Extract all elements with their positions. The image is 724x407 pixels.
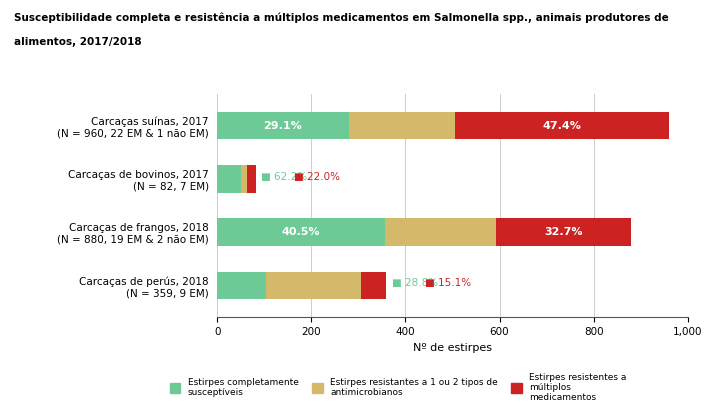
Text: ■ 62.2%: ■ 62.2% [261,172,308,182]
Bar [349,112,455,140]
Bar [248,165,256,193]
Bar [217,271,266,299]
Text: ■ 15.1%: ■ 15.1% [425,278,471,288]
Bar [496,218,631,246]
Text: 47.4%: 47.4% [542,120,581,131]
X-axis label: Nº de estirpes: Nº de estirpes [413,343,492,353]
Bar [217,218,385,246]
Bar [217,165,241,193]
Text: ■ 28.8%: ■ 28.8% [392,278,438,288]
Legend: Estirpes completamente
susceptíveis, Estirpes resistantes a 1 ou 2 tipos de
anti: Estirpes completamente susceptíveis, Est… [169,373,627,403]
Text: 40.5%: 40.5% [282,227,320,237]
Bar [217,112,349,140]
Text: 32.7%: 32.7% [544,227,583,237]
Bar [266,271,361,299]
Bar [361,271,386,299]
Text: 29.1%: 29.1% [264,120,303,131]
Text: alimentos, 2017/2018: alimentos, 2017/2018 [14,37,142,47]
Text: ■ 22.0%: ■ 22.0% [295,172,340,182]
Bar [241,165,248,193]
Bar [385,218,496,246]
Bar [455,112,669,140]
Text: Susceptibilidade completa e resistência a múltiplos medicamentos em Salmonella s: Susceptibilidade completa e resistência … [14,12,669,23]
